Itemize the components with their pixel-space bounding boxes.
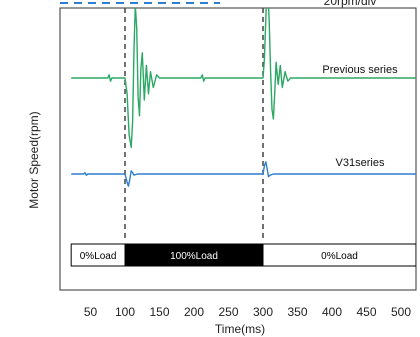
- x-tick-50: 50: [84, 305, 98, 319]
- x-axis-title: Time(ms): [215, 322, 265, 336]
- series-lines: [71, 8, 416, 187]
- scale-label: 20rpm/div: [324, 0, 377, 8]
- load-band-label-0: 0%Load: [80, 251, 117, 262]
- x-tick-100: 100: [115, 305, 135, 319]
- load-bands: 0%Load 100%Load 0%Load: [70, 243, 416, 267]
- x-tick-150: 150: [149, 305, 169, 319]
- y-axis-title: Motor Speed(rpm): [27, 111, 41, 208]
- plot-frame: [59, 7, 417, 291]
- series-line-previous: [71, 8, 416, 148]
- load-band-2: [262, 243, 416, 267]
- x-tick-350: 350: [287, 305, 307, 319]
- x-tick-400: 400: [322, 305, 342, 319]
- load-band-label-2: 0%Load: [321, 251, 358, 262]
- load-band-label-1: 100%Load: [170, 251, 218, 262]
- x-tick-300: 300: [253, 305, 273, 319]
- series-label-v31: V31series: [336, 157, 385, 169]
- x-tick-250: 250: [218, 305, 238, 319]
- series-label-previous: Previous series: [322, 64, 398, 76]
- x-tick-500: 500: [391, 305, 411, 319]
- x-tick-200: 200: [184, 305, 204, 319]
- series-line-v31: [71, 161, 416, 187]
- load-change-markers: [124, 8, 264, 242]
- x-tick-labels: 50 100 150 200 250 300 350 400 450 500: [84, 305, 412, 319]
- x-tick-450: 450: [356, 305, 376, 319]
